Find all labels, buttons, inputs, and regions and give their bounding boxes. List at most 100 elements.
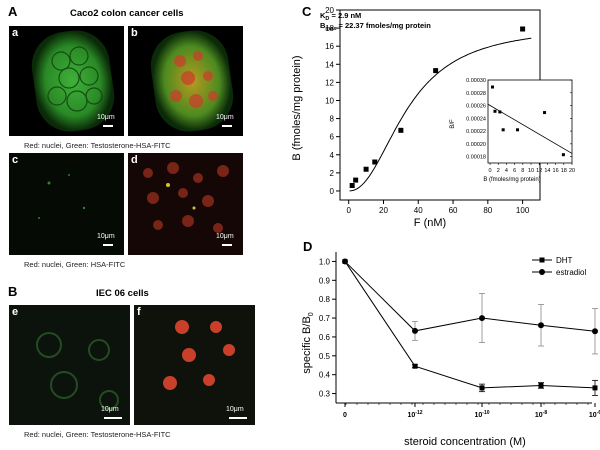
caption-a-top: Red: nuclei, Green: Testosterone-HSA-FIT… — [24, 141, 171, 150]
chart-d-axes: 0.3 0.4 0.5 0.6 0.7 0.8 0.9 1.0 0 10-12 10-10 10-8 1… — [319, 252, 600, 419]
caption-a-bottom: Red: nuclei, Green: HSA-FITC — [24, 260, 126, 269]
y-tick-label: 14 — [325, 60, 334, 69]
y-tick-label: 16 — [325, 42, 334, 51]
y-tick-label: 20 — [325, 6, 334, 15]
panel-letter-d: D — [303, 239, 313, 254]
d-x-tick-label: 0 — [343, 412, 347, 419]
y-tick-label: 18 — [325, 24, 334, 33]
inset-y-tick-label: 0.00020 — [466, 142, 486, 148]
d-x-tick-label: 10-12 — [407, 410, 422, 419]
inset-x-tick-label: 16 — [553, 168, 559, 174]
data-point — [353, 177, 359, 183]
x-tick-label: 0 — [346, 206, 351, 215]
inset-fit-line — [487, 103, 573, 154]
scale-label-a: 10μm — [97, 114, 115, 121]
inset-y-tick-label: 0.00024 — [466, 116, 486, 122]
chart-d: 0.3 0.4 0.5 0.6 0.7 0.8 0.9 1.0 0 10-12 10-10 10-8 1… — [301, 252, 600, 448]
inset-data-point — [493, 109, 497, 113]
chart-d-ylabel: specific B/B0 — [301, 312, 315, 373]
d-y-tick-label: 0.3 — [319, 390, 331, 399]
inset-y-tick-label: 0.00018 — [466, 155, 486, 161]
caption-b: Red: nuclei, Green: Testosterone-HSA-FIT… — [24, 430, 171, 439]
d-y-tick-label: 0.7 — [319, 314, 331, 323]
inset-x-tick-label: 20 — [569, 168, 575, 174]
micro-image-b-content — [150, 30, 234, 132]
panel-a-title: Caco2 colon cancer cells — [70, 8, 184, 19]
inset-y-tick-label: 0.00028 — [466, 91, 486, 97]
inset-x-tick-label: 18 — [561, 168, 567, 174]
micro-image-b: b 10μm — [128, 26, 243, 136]
image-tag-b: b — [131, 27, 138, 39]
chart-c-xlabel: F (nM) — [414, 217, 446, 229]
series-point-dht — [412, 363, 418, 369]
fit-curve — [349, 37, 532, 192]
data-point — [363, 166, 369, 172]
micro-image-c-content — [9, 153, 124, 255]
legend-label: DHT — [556, 256, 573, 265]
inset-ylabel: B/F — [450, 119, 456, 129]
scale-bar-b — [222, 125, 232, 127]
series-point-estradiol — [342, 258, 348, 265]
scale-label-d: 10μm — [216, 233, 234, 240]
y-tick-label: 6 — [330, 133, 335, 142]
legend-label: estradiol — [556, 268, 586, 277]
inset-data-point — [543, 111, 547, 115]
y-tick-label: 4 — [330, 151, 335, 160]
micro-image-e-content — [36, 332, 119, 410]
bmax-annotation: Bmax = 22.37 fmoles/mg protein — [320, 21, 431, 32]
scale-label-c: 10μm — [97, 233, 115, 240]
micro-image-f-content — [163, 320, 235, 390]
inset-x-tick-label: 10 — [528, 168, 534, 174]
kd-annotation: KD = 2.9 nM — [320, 11, 361, 22]
scale-bar-f — [229, 417, 247, 419]
image-tag-f: f — [137, 306, 141, 318]
d-y-tick-label: 0.4 — [319, 371, 331, 380]
inset-data-point — [516, 128, 520, 132]
inset-data-point — [561, 153, 565, 157]
inset-data-point — [498, 110, 502, 114]
y-tick-label: 8 — [330, 115, 335, 124]
inset-x-tick-label: 4 — [505, 168, 508, 174]
series-point-dht — [479, 385, 485, 391]
d-y-tick-label: 1.0 — [319, 257, 331, 266]
y-tick-label: 12 — [325, 78, 334, 87]
data-point — [520, 26, 526, 32]
x-tick-label: 40 — [414, 206, 423, 215]
d-x-tick-label: 10-8 — [535, 410, 547, 419]
inset-xlabel: B (fmoles/mg protein) — [483, 177, 540, 183]
inset-y-tick-label: 0.00030 — [466, 78, 486, 84]
inset-x-tick-label: 6 — [513, 168, 516, 174]
inset-data-point — [491, 85, 495, 89]
scale-label-f: 10μm — [226, 406, 244, 413]
micro-image-a: a 10μm — [9, 26, 124, 136]
d-y-tick-label: 0.8 — [319, 295, 331, 304]
panel-letter-a: A — [8, 4, 18, 19]
image-tag-d: d — [131, 154, 138, 166]
x-tick-label: 100 — [516, 206, 530, 215]
series-point-estradiol — [538, 322, 544, 329]
y-tick-label: 0 — [330, 187, 335, 196]
inset-x-tick-label: 8 — [521, 168, 524, 174]
d-x-tick-label: 10-10 — [474, 410, 489, 419]
scale-label-e: 10μm — [101, 406, 119, 413]
scale-bar-c — [103, 244, 113, 246]
panel-letter-c: C — [302, 4, 312, 19]
chart-d-xlabel: steroid concentration (M) — [404, 436, 526, 448]
data-point — [372, 159, 378, 165]
inset-y-tick-label: 0.00022 — [466, 129, 486, 135]
series-point-estradiol — [412, 327, 418, 334]
x-tick-label: 60 — [449, 206, 458, 215]
inset-x-tick-label: 0 — [489, 168, 492, 174]
data-point — [433, 68, 439, 74]
series-point-estradiol — [592, 328, 598, 335]
micro-image-d-content — [128, 153, 243, 255]
image-tag-c: c — [12, 154, 19, 166]
chart-c-inset: 0 2 4 6 8 10 12 14 16 18 20 0.00018 0.00020 0.00022 0.… — [466, 78, 575, 174]
series-line-dht — [344, 261, 596, 389]
micro-image-e: e 10μm — [9, 305, 130, 425]
inset-frame — [487, 79, 573, 164]
series-point-estradiol — [479, 315, 485, 322]
d-y-tick-label: 0.5 — [319, 352, 331, 361]
y-tick-label: 10 — [325, 96, 334, 105]
legend-marker — [539, 257, 545, 263]
